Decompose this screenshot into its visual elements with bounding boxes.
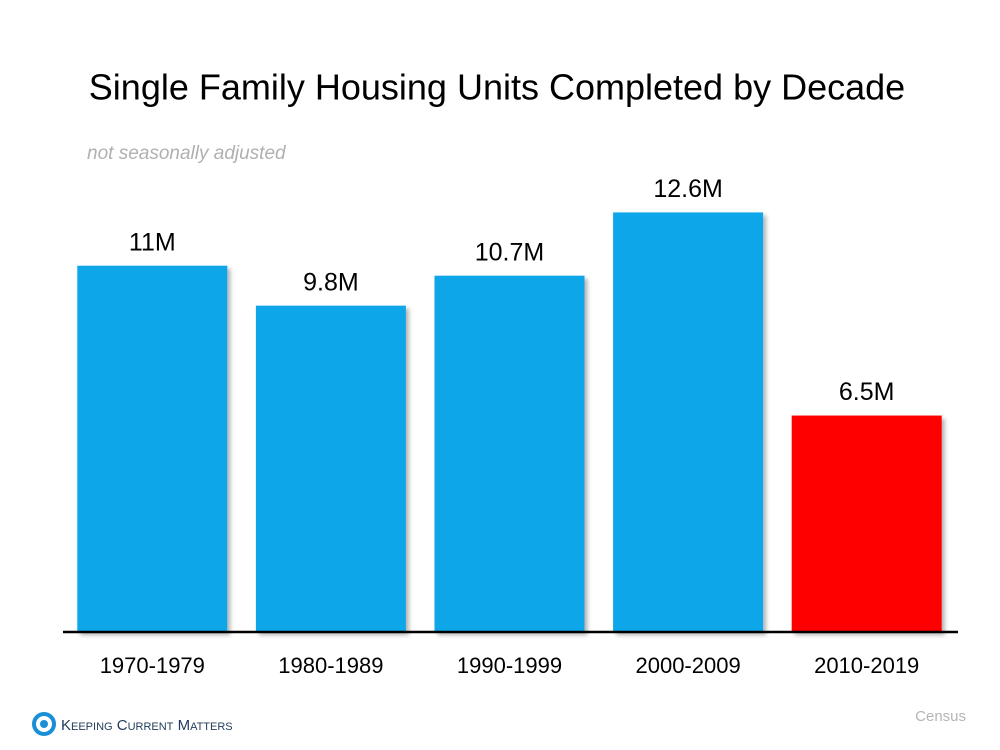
- logo: Keeping Current Matters: [32, 712, 233, 736]
- value-label: 6.5M: [839, 378, 895, 406]
- chart-title: Single Family Housing Units Completed by…: [89, 67, 905, 108]
- x-tick-label: 1980-1989: [278, 653, 383, 678]
- subtitle: not seasonally adjusted: [87, 143, 287, 164]
- value-label: 9.8M: [303, 268, 359, 296]
- value-label: 11M: [129, 228, 176, 256]
- value-label: 12.6M: [653, 175, 722, 203]
- bar: [77, 265, 228, 632]
- brand: Keeping Current Matters: [61, 717, 233, 734]
- x-tick-label: 2010-2019: [814, 653, 919, 678]
- x-tick-label: 1970-1979: [100, 653, 205, 678]
- source: Census: [915, 708, 966, 725]
- logo-icon: [32, 712, 56, 736]
- x-tick-label: 2000-2009: [635, 653, 740, 678]
- plot-area: 11M 1970-1979 9.8M 1980-1989 10.7M 1990-1999 1…: [77, 175, 942, 678]
- bar: [613, 212, 764, 633]
- bar: [791, 415, 942, 632]
- logo-icon: [40, 720, 48, 728]
- value-label: 10.7M: [475, 238, 544, 266]
- x-tick-label: 1990-1999: [457, 653, 562, 678]
- bar: [434, 275, 585, 632]
- bar: [255, 305, 406, 632]
